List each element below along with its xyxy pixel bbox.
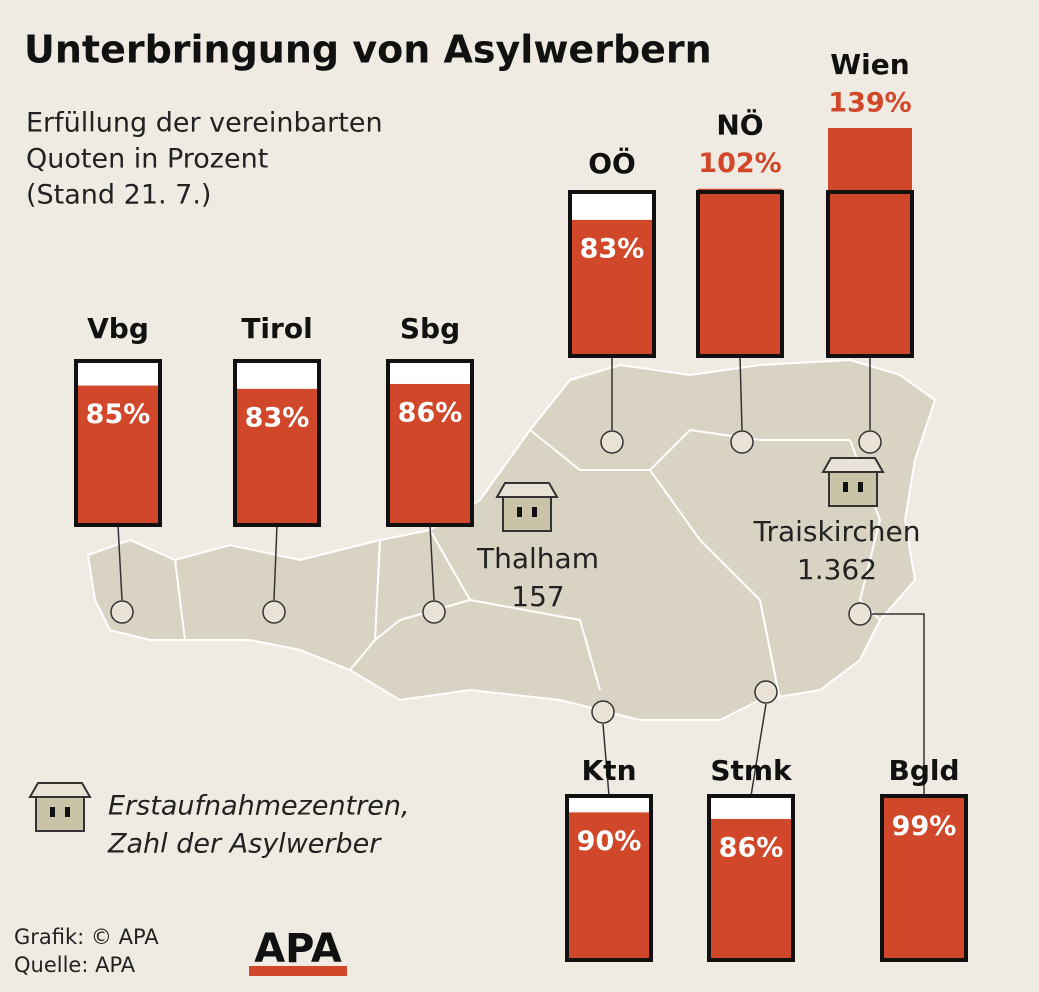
bar bbox=[828, 128, 912, 356]
region-label: OÖ bbox=[588, 146, 636, 180]
bar bbox=[567, 812, 651, 960]
region-label: Bgld bbox=[888, 754, 959, 787]
subtitle: Quoten in Prozent bbox=[26, 144, 268, 175]
anchor-dot bbox=[600, 430, 624, 454]
anchor-dot bbox=[754, 680, 778, 704]
bar-frame bbox=[233, 359, 321, 527]
region-label: NÖ bbox=[716, 108, 763, 142]
center-count: 1.362 bbox=[797, 553, 877, 586]
region-label: Tirol bbox=[241, 312, 312, 345]
connector bbox=[117, 524, 123, 601]
value-label: 83% bbox=[580, 233, 645, 264]
connector bbox=[429, 524, 435, 601]
bar bbox=[570, 219, 654, 356]
house-body bbox=[35, 796, 85, 832]
house-roof bbox=[821, 457, 885, 473]
bar bbox=[235, 388, 319, 525]
center-count: 157 bbox=[511, 580, 564, 613]
connector bbox=[750, 703, 767, 797]
value-label: 85% bbox=[86, 399, 151, 430]
house-body bbox=[828, 471, 878, 507]
bar-frame bbox=[707, 794, 795, 962]
anchor-dot bbox=[858, 430, 882, 454]
bar-frame bbox=[880, 794, 968, 962]
anchor-dot bbox=[262, 600, 286, 624]
anchor-dot bbox=[848, 602, 872, 626]
map-austria bbox=[86, 358, 937, 721]
house-window bbox=[858, 482, 863, 492]
house-icon bbox=[28, 782, 92, 832]
bar-frame bbox=[74, 359, 162, 527]
house-roof bbox=[28, 782, 92, 798]
title: Unterbringung von Asylwerbern bbox=[24, 28, 712, 72]
bar-frame bbox=[568, 190, 656, 358]
anchor-dot bbox=[422, 600, 446, 624]
subtitle: (Stand 21. 7.) bbox=[26, 180, 211, 211]
connector bbox=[872, 613, 925, 796]
center-name: Traiskirchen bbox=[752, 515, 920, 548]
bar bbox=[698, 188, 782, 356]
connector bbox=[739, 355, 743, 431]
bar bbox=[388, 383, 472, 525]
legend-text: Zahl der Asylwerber bbox=[107, 829, 382, 860]
house-window bbox=[532, 507, 537, 517]
credit: Quelle: APA bbox=[14, 953, 136, 977]
value-label: 102% bbox=[698, 148, 781, 179]
anchor-dot bbox=[591, 700, 615, 724]
house-roof bbox=[495, 482, 559, 498]
region-label: Sbg bbox=[400, 312, 460, 345]
region-label: Vbg bbox=[87, 312, 149, 345]
anchor-dot bbox=[730, 430, 754, 454]
bar bbox=[76, 385, 160, 525]
house-icon bbox=[821, 457, 885, 507]
credit: Grafik: © APA bbox=[14, 925, 159, 949]
bar-frame bbox=[386, 359, 474, 527]
region-label: Ktn bbox=[581, 754, 636, 787]
house-window bbox=[50, 807, 55, 817]
subtitle: Erfüllung der vereinbarten bbox=[26, 108, 383, 139]
bar bbox=[709, 818, 793, 960]
bar-frame bbox=[826, 190, 914, 358]
house-window bbox=[65, 807, 70, 817]
value-label: 86% bbox=[719, 832, 784, 863]
bar-frame bbox=[696, 190, 784, 358]
value-label: 99% bbox=[892, 811, 957, 842]
connector bbox=[273, 524, 278, 601]
region-label: Wien bbox=[830, 48, 909, 81]
house-body bbox=[502, 496, 552, 532]
logo-bar bbox=[249, 966, 347, 976]
house-window bbox=[517, 507, 522, 517]
value-label: 90% bbox=[577, 826, 642, 857]
house-window bbox=[843, 482, 848, 492]
value-label: 86% bbox=[398, 397, 463, 428]
connector bbox=[602, 723, 610, 797]
anchor-dot bbox=[110, 600, 134, 624]
legend-text: Erstaufnahmezentren, bbox=[108, 791, 410, 822]
bar bbox=[882, 797, 966, 960]
value-label: 83% bbox=[245, 402, 310, 433]
center-name: Thalham bbox=[476, 542, 599, 575]
logo: APA bbox=[254, 926, 342, 972]
bar-frame bbox=[565, 794, 653, 962]
region-label: Stmk bbox=[710, 754, 793, 787]
house-icon bbox=[495, 482, 559, 532]
value-label: 139% bbox=[828, 88, 911, 119]
